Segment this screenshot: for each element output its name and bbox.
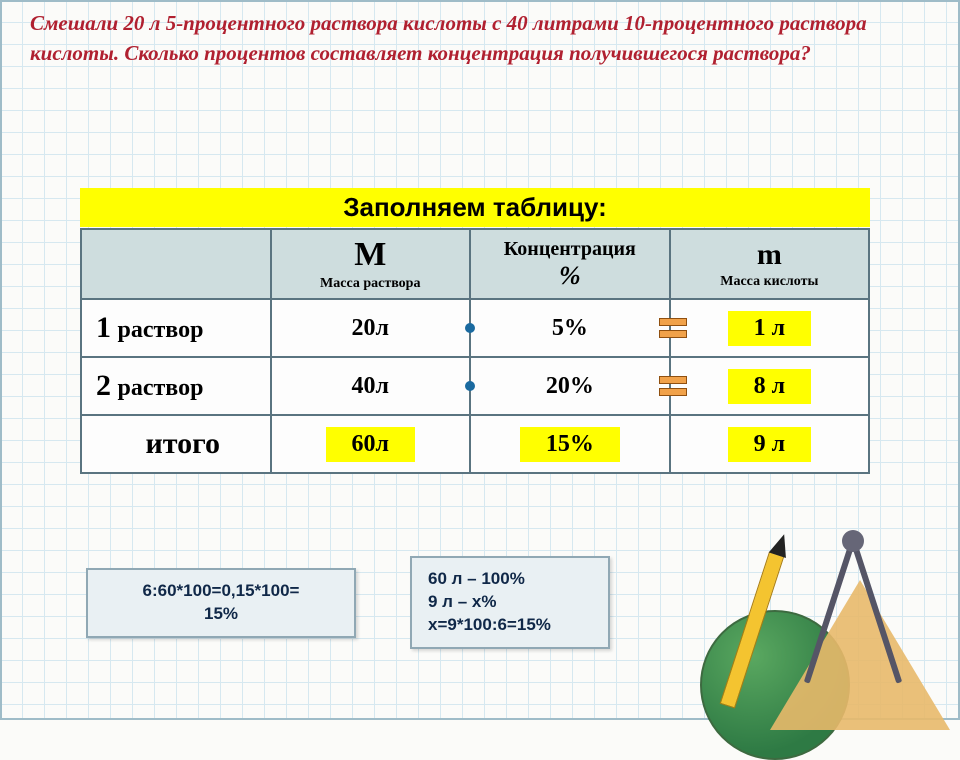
header-lm-big: m — [675, 238, 864, 272]
header-conc-top: Концентрация — [475, 238, 665, 261]
equals-icon — [659, 314, 687, 342]
table-row: итого 60л 15% 9 л — [81, 415, 869, 473]
row2-label: 2 раствор — [81, 357, 271, 415]
row2-acid-value: 8 л — [728, 369, 811, 404]
row1-acid: 1 л — [670, 299, 869, 357]
header-m-small: Масса раствора — [276, 276, 465, 292]
row3-acid-value: 9 л — [728, 427, 811, 462]
row2-conc: 20% — [470, 357, 670, 415]
row3-mass-value: 60л — [326, 427, 415, 462]
row3-conc-value: 15% — [520, 427, 620, 462]
equals-icon — [659, 372, 687, 400]
header-row: М Масса раствора Концентрация % m Масса … — [81, 229, 869, 299]
table-row: 1 раствор 20л 5% 1 л — [81, 299, 869, 357]
header-empty — [81, 229, 271, 299]
calc2-line3: х=9*100:6=15% — [428, 614, 592, 637]
row3-conc: 15% — [470, 415, 670, 473]
compass-icon — [810, 530, 900, 690]
row1-label: 1 раствор — [81, 299, 271, 357]
row3-label: итого — [81, 415, 271, 473]
table-row: 2 раствор 40л 20% 8 л — [81, 357, 869, 415]
calculation-box-2: 60 л – 100% 9 л – х% х=9*100:6=15% — [410, 556, 610, 649]
header-m-big: М — [276, 236, 465, 274]
row3-mass: 60л — [271, 415, 470, 473]
calc1-line2: 15% — [104, 603, 338, 626]
row1-acid-value: 1 л — [728, 311, 811, 346]
header-conc-pct: % — [475, 261, 665, 291]
table-title: Заполняем таблицу: — [80, 188, 870, 227]
solution-table: М Масса раствора Концентрация % m Масса … — [80, 228, 870, 474]
row2-acid: 8 л — [670, 357, 869, 415]
calculation-box-1: 6:60*100=0,15*100= 15% — [86, 568, 356, 638]
header-mass-acid: m Масса кислоты — [670, 229, 869, 299]
header-concentration: Концентрация % — [470, 229, 670, 299]
calc2-line1: 60 л – 100% — [428, 568, 592, 591]
multiply-dot-icon — [465, 323, 475, 333]
row1-mass: 20л — [271, 299, 470, 357]
problem-statement: Смешали 20 л 5-процентного раствора кисл… — [30, 8, 900, 69]
row1-conc: 5% — [470, 299, 670, 357]
row3-acid: 9 л — [670, 415, 869, 473]
multiply-dot-icon — [465, 381, 475, 391]
calc1-line1: 6:60*100=0,15*100= — [104, 580, 338, 603]
row2-mass: 40л — [271, 357, 470, 415]
header-lm-small: Масса кислоты — [675, 274, 864, 290]
calc2-line2: 9 л – х% — [428, 591, 592, 614]
header-mass-solution: М Масса раствора — [271, 229, 470, 299]
